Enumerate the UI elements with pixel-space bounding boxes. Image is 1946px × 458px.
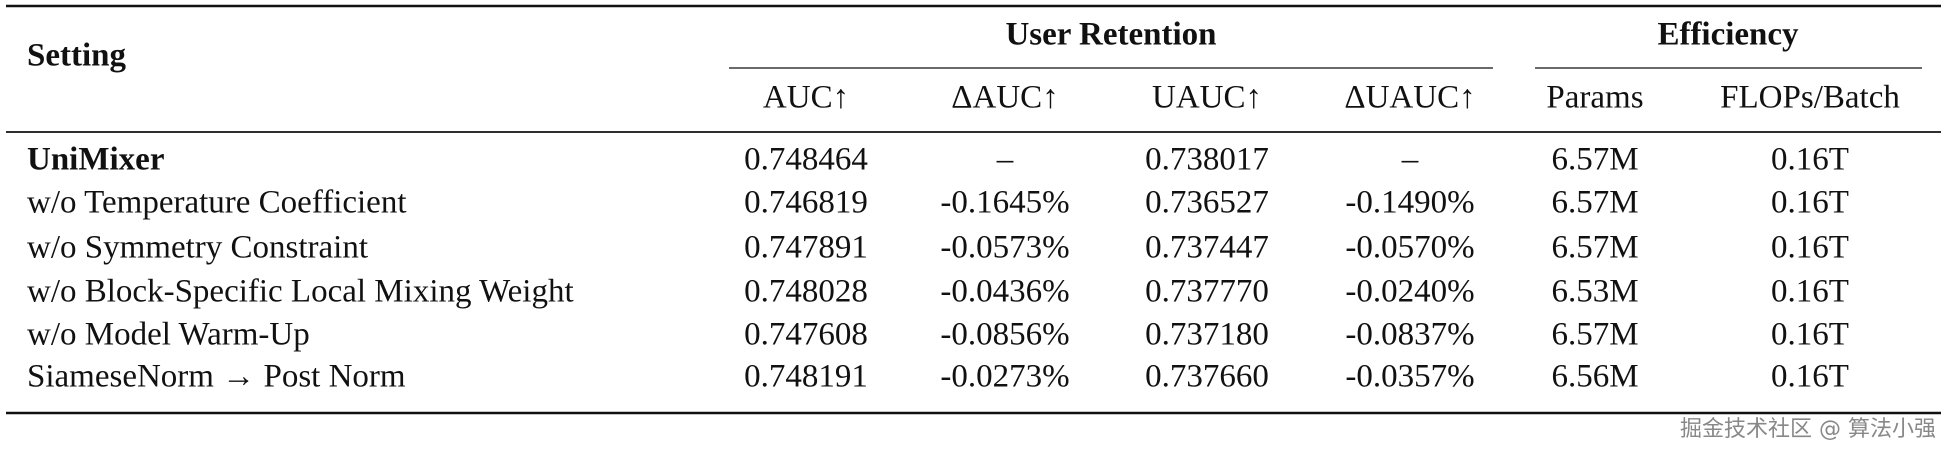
column-header: AUC↑: [763, 80, 849, 116]
cell: 6.56M: [1551, 359, 1638, 395]
cell: 0.16T: [1771, 317, 1849, 353]
cell: –: [1401, 142, 1419, 178]
cell: 6.53M: [1551, 274, 1638, 310]
cell: 6.57M: [1551, 317, 1638, 353]
column-header: ΔAUC↑: [951, 80, 1058, 116]
row-label: SiameseNorm → Post Norm: [27, 359, 406, 395]
group-header: User Retention: [1005, 17, 1216, 53]
group-header: Efficiency: [1657, 17, 1799, 53]
cell: -0.0436%: [940, 274, 1069, 310]
cell: 0.737180: [1145, 317, 1269, 353]
cell: 0.747891: [744, 230, 868, 266]
cell: 0.737660: [1145, 359, 1269, 395]
cell: 6.57M: [1551, 230, 1638, 266]
cell: 0.16T: [1771, 185, 1849, 221]
cell: 0.747608: [744, 317, 868, 353]
row-label: UniMixer: [27, 142, 164, 178]
row-label: w/o Temperature Coefficient: [27, 185, 407, 221]
cell: 0.748464: [744, 142, 868, 178]
cell: -0.0856%: [940, 317, 1069, 353]
cell: -0.0357%: [1345, 359, 1474, 395]
column-header: ΔUAUC↑: [1344, 80, 1475, 116]
cell: -0.1645%: [940, 185, 1069, 221]
row-label: w/o Block-Specific Local Mixing Weight: [27, 274, 574, 310]
cell: 0.748028: [744, 274, 868, 310]
cell: -0.0240%: [1345, 274, 1474, 310]
cell: –: [996, 142, 1014, 178]
cell: 0.746819: [744, 185, 868, 221]
cell: 0.16T: [1771, 142, 1849, 178]
column-header: FLOPs/Batch: [1720, 80, 1900, 116]
cell: 0.16T: [1771, 359, 1849, 395]
setting-header: Setting: [27, 38, 127, 74]
cell: -0.0573%: [940, 230, 1069, 266]
cell: 0.737447: [1145, 230, 1269, 266]
cell: 0.736527: [1145, 185, 1269, 221]
cell: 0.738017: [1145, 142, 1269, 178]
column-header: UAUC↑: [1152, 80, 1262, 116]
cell: -0.0273%: [940, 359, 1069, 395]
cell: -0.0570%: [1345, 230, 1474, 266]
cell: -0.1490%: [1345, 185, 1474, 221]
cell: 6.57M: [1551, 185, 1638, 221]
row-label: w/o Symmetry Constraint: [27, 230, 368, 266]
cell: 0.16T: [1771, 230, 1849, 266]
cell: 0.16T: [1771, 274, 1849, 310]
cell: 0.748191: [744, 359, 868, 395]
cell: 6.57M: [1551, 142, 1638, 178]
column-header: Params: [1546, 80, 1643, 116]
cell: -0.0837%: [1345, 317, 1474, 353]
row-label: w/o Model Warm-Up: [27, 317, 310, 353]
cell: 0.737770: [1145, 274, 1269, 310]
watermark: 掘金技术社区 @ 算法小强: [1680, 417, 1936, 442]
